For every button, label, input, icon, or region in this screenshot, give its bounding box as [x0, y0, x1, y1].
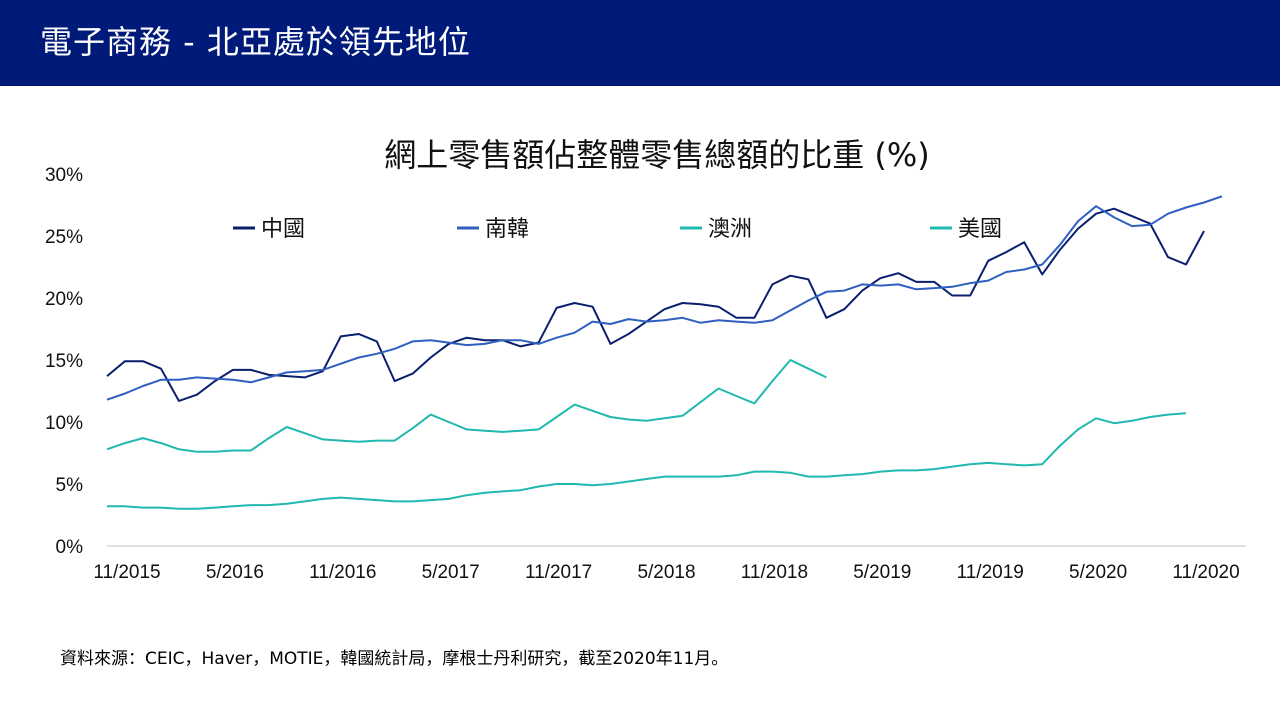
x-tick-label: 11/2017	[525, 562, 592, 583]
series-line-1	[106, 207, 1205, 402]
series-line-2	[106, 195, 1223, 401]
x-tick-label: 5/2019	[853, 562, 911, 583]
header-bar: 電子商務 - 北亞處於領先地位	[0, 0, 1280, 86]
y-tick-label: 0%	[56, 537, 84, 558]
x-tick-label: 5/2016	[206, 562, 264, 583]
y-tick-label: 30%	[45, 165, 83, 186]
page-title: 電子商務 - 北亞處於領先地位	[40, 23, 471, 61]
y-tick-label: 25%	[45, 227, 83, 248]
x-tick-label: 5/2020	[1069, 562, 1127, 583]
legend-label: 澳洲	[708, 217, 752, 242]
y-tick-label: 10%	[45, 413, 83, 434]
x-tick-label: 11/2019	[957, 562, 1024, 583]
x-tick-label: 11/2020	[1172, 562, 1239, 583]
chart-title: 網上零售額佔整體零售總額的比重 (%)	[384, 136, 930, 174]
line-chart: 網上零售額佔整體零售總額的比重 (%) 0% 5% 10% 15% 20% 25% 30% 11…	[45, 136, 1246, 583]
x-tick-label: 5/2018	[637, 562, 695, 583]
series-line-3	[106, 359, 827, 453]
y-tick-label: 20%	[45, 289, 83, 310]
x-tick-label: 11/2018	[741, 562, 808, 583]
legend-label: 美國	[958, 217, 1002, 242]
x-tick-label: 11/2015	[93, 562, 160, 583]
x-tick-label: 5/2017	[422, 562, 480, 583]
source-note: 資料來源：CEIC，Haver，MOTIE，韓國統計局，摩根士丹利研究，截至20…	[60, 649, 729, 669]
series-line-4	[107, 412, 1187, 510]
legend-label: 南韓	[485, 217, 529, 242]
legend-label: 中國	[261, 217, 305, 242]
y-tick-label: 15%	[45, 351, 83, 372]
x-tick-label: 11/2016	[309, 562, 376, 583]
y-tick-label: 5%	[56, 475, 84, 496]
